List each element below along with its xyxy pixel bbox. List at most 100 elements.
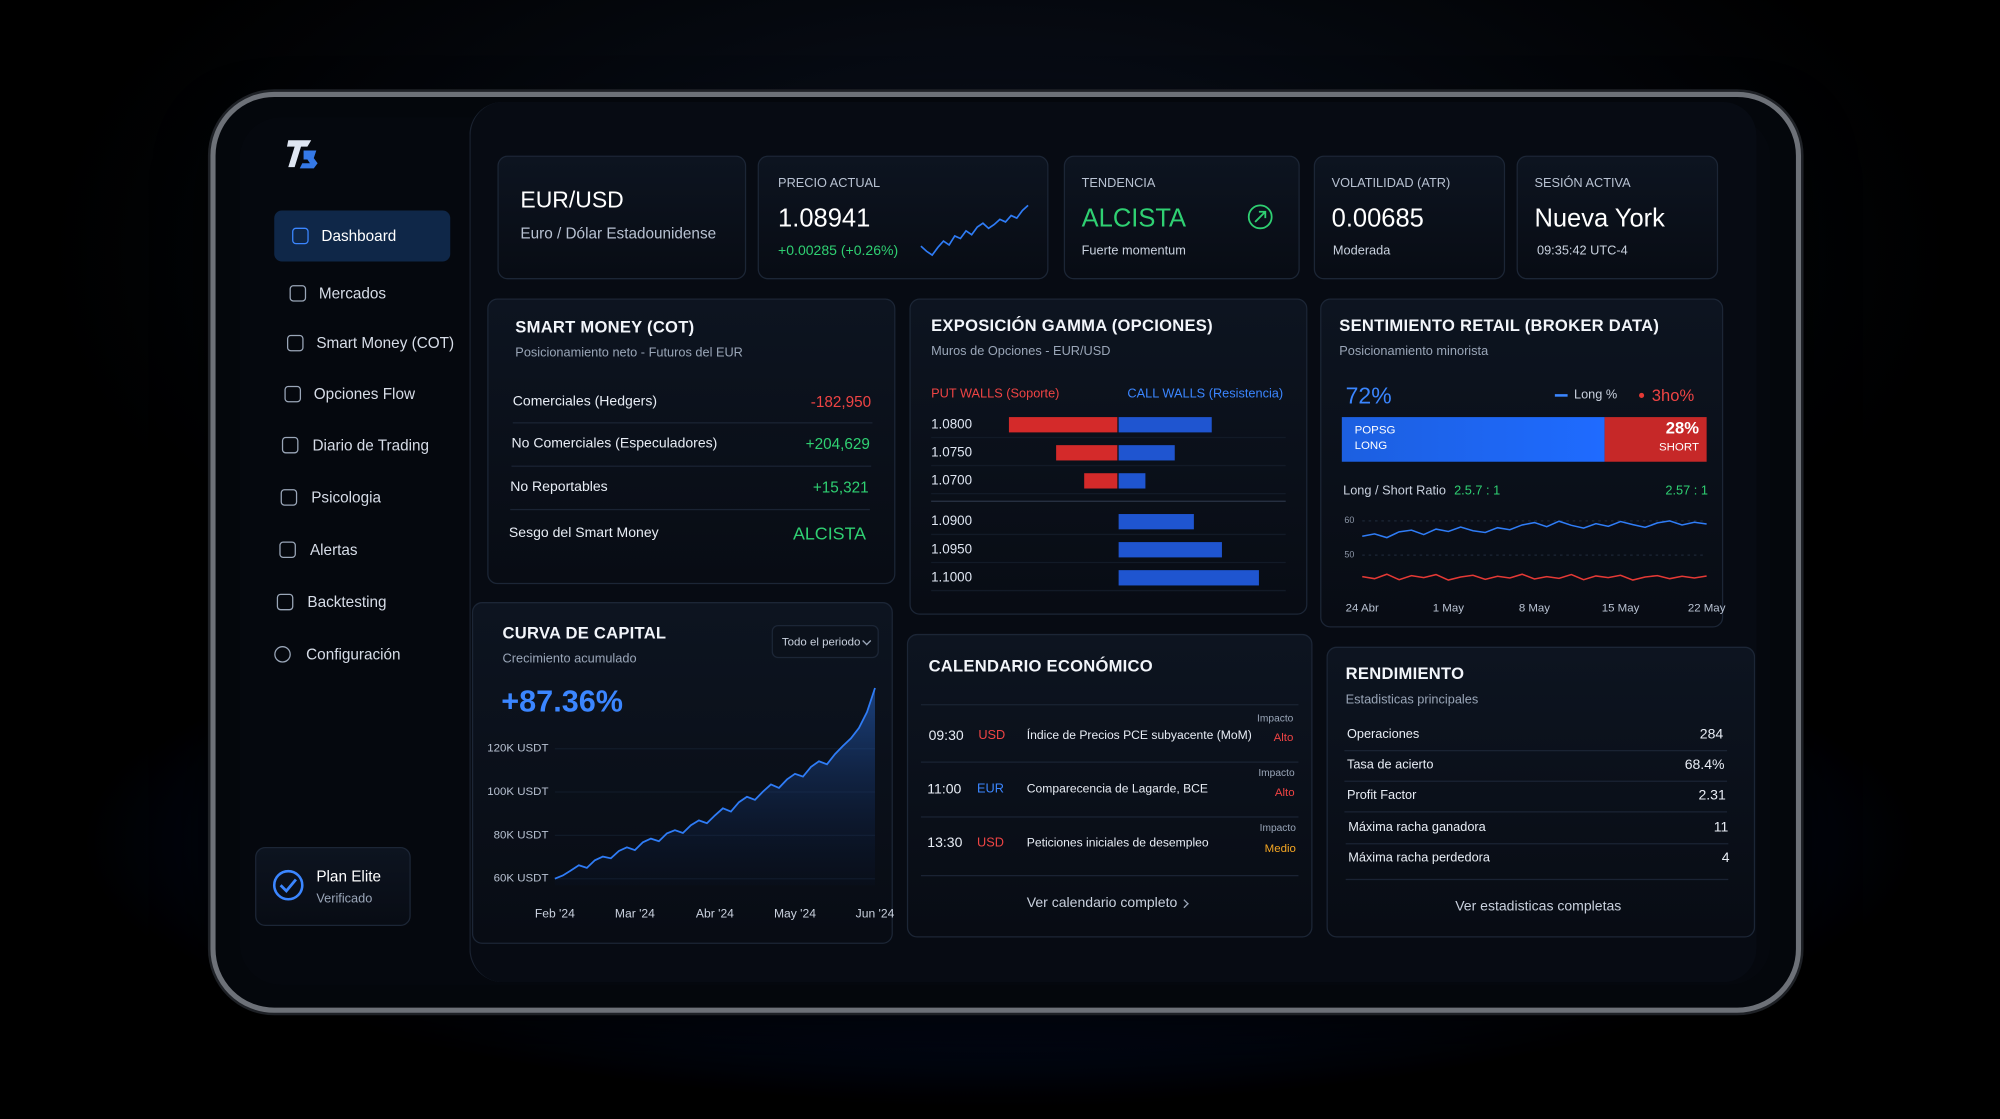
nav-active bbox=[274, 210, 451, 262]
level-label: 1.0800 bbox=[931, 416, 972, 431]
card-title: RENDIMIENTO bbox=[1345, 663, 1465, 684]
sparkline bbox=[920, 204, 1029, 257]
performance-link[interactable]: Ver estadisticas completas bbox=[1455, 899, 1622, 915]
call-bar bbox=[1118, 417, 1212, 433]
event-time: 13:30 bbox=[927, 835, 963, 851]
series-line bbox=[1362, 573, 1707, 581]
nav-item[interactable]: Diario de Trading bbox=[312, 436, 430, 455]
growth-value: +87.36% bbox=[501, 684, 623, 720]
legend-entry: PUT WALLS (Soporte) bbox=[931, 387, 1060, 402]
y-tick-label: 120K USDT bbox=[487, 743, 548, 755]
nav-item[interactable]: Dashboard bbox=[321, 227, 397, 245]
y-tick-label: 60K USDT bbox=[494, 873, 549, 885]
row-label: No Comerciales (Especuladores) bbox=[511, 436, 718, 452]
level-label: 1.0900 bbox=[931, 513, 972, 528]
nav-icon bbox=[276, 593, 294, 611]
call-bar bbox=[1118, 473, 1146, 489]
logo bbox=[286, 140, 318, 169]
nav-item[interactable]: Psicologia bbox=[311, 488, 381, 507]
nav-icon bbox=[284, 385, 302, 403]
nav-icon bbox=[289, 285, 307, 302]
separator bbox=[1345, 843, 1729, 845]
pair-card bbox=[497, 155, 747, 280]
nav-item[interactable]: Alertas bbox=[309, 540, 358, 559]
trend-icon bbox=[1247, 204, 1273, 230]
long-bar bbox=[1341, 417, 1605, 462]
capital-line bbox=[554, 687, 876, 880]
nav-item[interactable]: Configuración bbox=[306, 645, 401, 664]
period-label[interactable]: Todo el periodo bbox=[781, 635, 861, 648]
separator bbox=[920, 704, 1299, 706]
volatility-note: Moderada bbox=[1332, 244, 1391, 259]
call-bar bbox=[1118, 570, 1259, 586]
nav-item[interactable]: Backtesting bbox=[307, 593, 387, 611]
price-change: +0.00285 (+0.26%) bbox=[778, 243, 899, 259]
volatility-value: 0.00685 bbox=[1331, 204, 1424, 233]
nav-item[interactable]: Opciones Flow bbox=[313, 385, 416, 404]
stat-label: Tasa de acierto bbox=[1346, 758, 1434, 773]
put-bar bbox=[1056, 445, 1118, 461]
separator bbox=[511, 465, 872, 467]
volatility-label: VOLATILIDAD (ATR) bbox=[1331, 176, 1451, 191]
performance-card bbox=[1326, 646, 1756, 938]
nav-item[interactable]: Mercados bbox=[318, 284, 387, 303]
row-value: +15,321 bbox=[812, 478, 869, 497]
stat-value: 284 bbox=[1699, 727, 1724, 743]
y-tick-label: 50 bbox=[1344, 549, 1354, 559]
card-title: CALENDARIO ECONÓMICO bbox=[928, 656, 1153, 676]
sentiment-card bbox=[1320, 298, 1724, 628]
long-name: POPSG LONG bbox=[1354, 423, 1396, 452]
row-label: Comerciales (Hedgers) bbox=[512, 394, 658, 410]
impact-value: Alto bbox=[1273, 730, 1294, 744]
stat-value: 4 bbox=[1721, 850, 1730, 867]
nav-icon bbox=[281, 436, 299, 454]
level-label: 1.0700 bbox=[931, 472, 972, 487]
series-line bbox=[1362, 520, 1707, 539]
price-value: 1.08941 bbox=[778, 204, 871, 233]
trend-label: TENDENCIA bbox=[1081, 176, 1156, 191]
legend-entry: CALL WALLS (Resistencia) bbox=[1127, 387, 1284, 402]
plan-title: Plan Elite bbox=[316, 867, 381, 886]
card-title: CURVA DE CAPITAL bbox=[502, 623, 667, 643]
y-tick-label: 100K USDT bbox=[487, 786, 548, 798]
impact-value: Alto bbox=[1274, 785, 1295, 799]
row-label: No Reportables bbox=[510, 479, 608, 495]
ratio-label: Long / Short Ratio bbox=[1343, 484, 1446, 499]
nav-item[interactable]: Smart Money (COT) bbox=[316, 334, 455, 353]
card-subtitle: Muros de Opciones - EUR/USD bbox=[931, 345, 1111, 360]
row-label: Sesgo del Smart Money bbox=[508, 525, 659, 541]
put-bar bbox=[1084, 473, 1118, 489]
short-bar bbox=[1604, 417, 1707, 462]
pair-name: Euro / Dólar Estadounidense bbox=[520, 224, 717, 243]
impact-label: Impacto bbox=[1259, 822, 1296, 834]
plan-status: Verificado bbox=[316, 892, 373, 907]
calendar-card bbox=[906, 633, 1313, 938]
verified-icon bbox=[272, 869, 304, 901]
x-tick-label: 22 May bbox=[1688, 602, 1726, 614]
separator bbox=[1344, 780, 1728, 782]
x-tick-label: Jun '24 bbox=[856, 907, 895, 921]
event-time: 09:30 bbox=[928, 728, 964, 744]
legend-swatch bbox=[1554, 394, 1568, 397]
separator bbox=[1344, 811, 1728, 813]
x-tick-label: 24 Abr bbox=[1346, 602, 1379, 614]
calendar-link[interactable]: Ver calendario completo bbox=[1026, 895, 1178, 911]
trend-value: ALCISTA bbox=[1081, 204, 1187, 233]
period-dropdown[interactable] bbox=[771, 624, 879, 659]
row-value: -182,950 bbox=[810, 392, 872, 411]
nav-icon bbox=[286, 334, 304, 352]
call-bar bbox=[1118, 542, 1222, 558]
stat-value: 2.31 bbox=[1698, 788, 1726, 804]
x-tick-label: May '24 bbox=[774, 907, 816, 921]
event-name: Comparecencia de Lagarde, BCE bbox=[1026, 782, 1208, 797]
session-time: 09:35:42 UTC-4 bbox=[1536, 244, 1628, 259]
x-tick-label: 1 May bbox=[1433, 602, 1464, 614]
stat-label: Profit Factor bbox=[1346, 788, 1417, 803]
call-bar bbox=[1118, 445, 1175, 461]
separator bbox=[920, 874, 1299, 877]
impact-value: Medio bbox=[1264, 841, 1296, 855]
session-label: SESIÓN ACTIVA bbox=[1534, 176, 1631, 191]
x-tick-label: Mar '24 bbox=[615, 907, 655, 921]
stat-value: 68.4% bbox=[1684, 757, 1725, 773]
session-value: Nueva York bbox=[1534, 204, 1665, 233]
